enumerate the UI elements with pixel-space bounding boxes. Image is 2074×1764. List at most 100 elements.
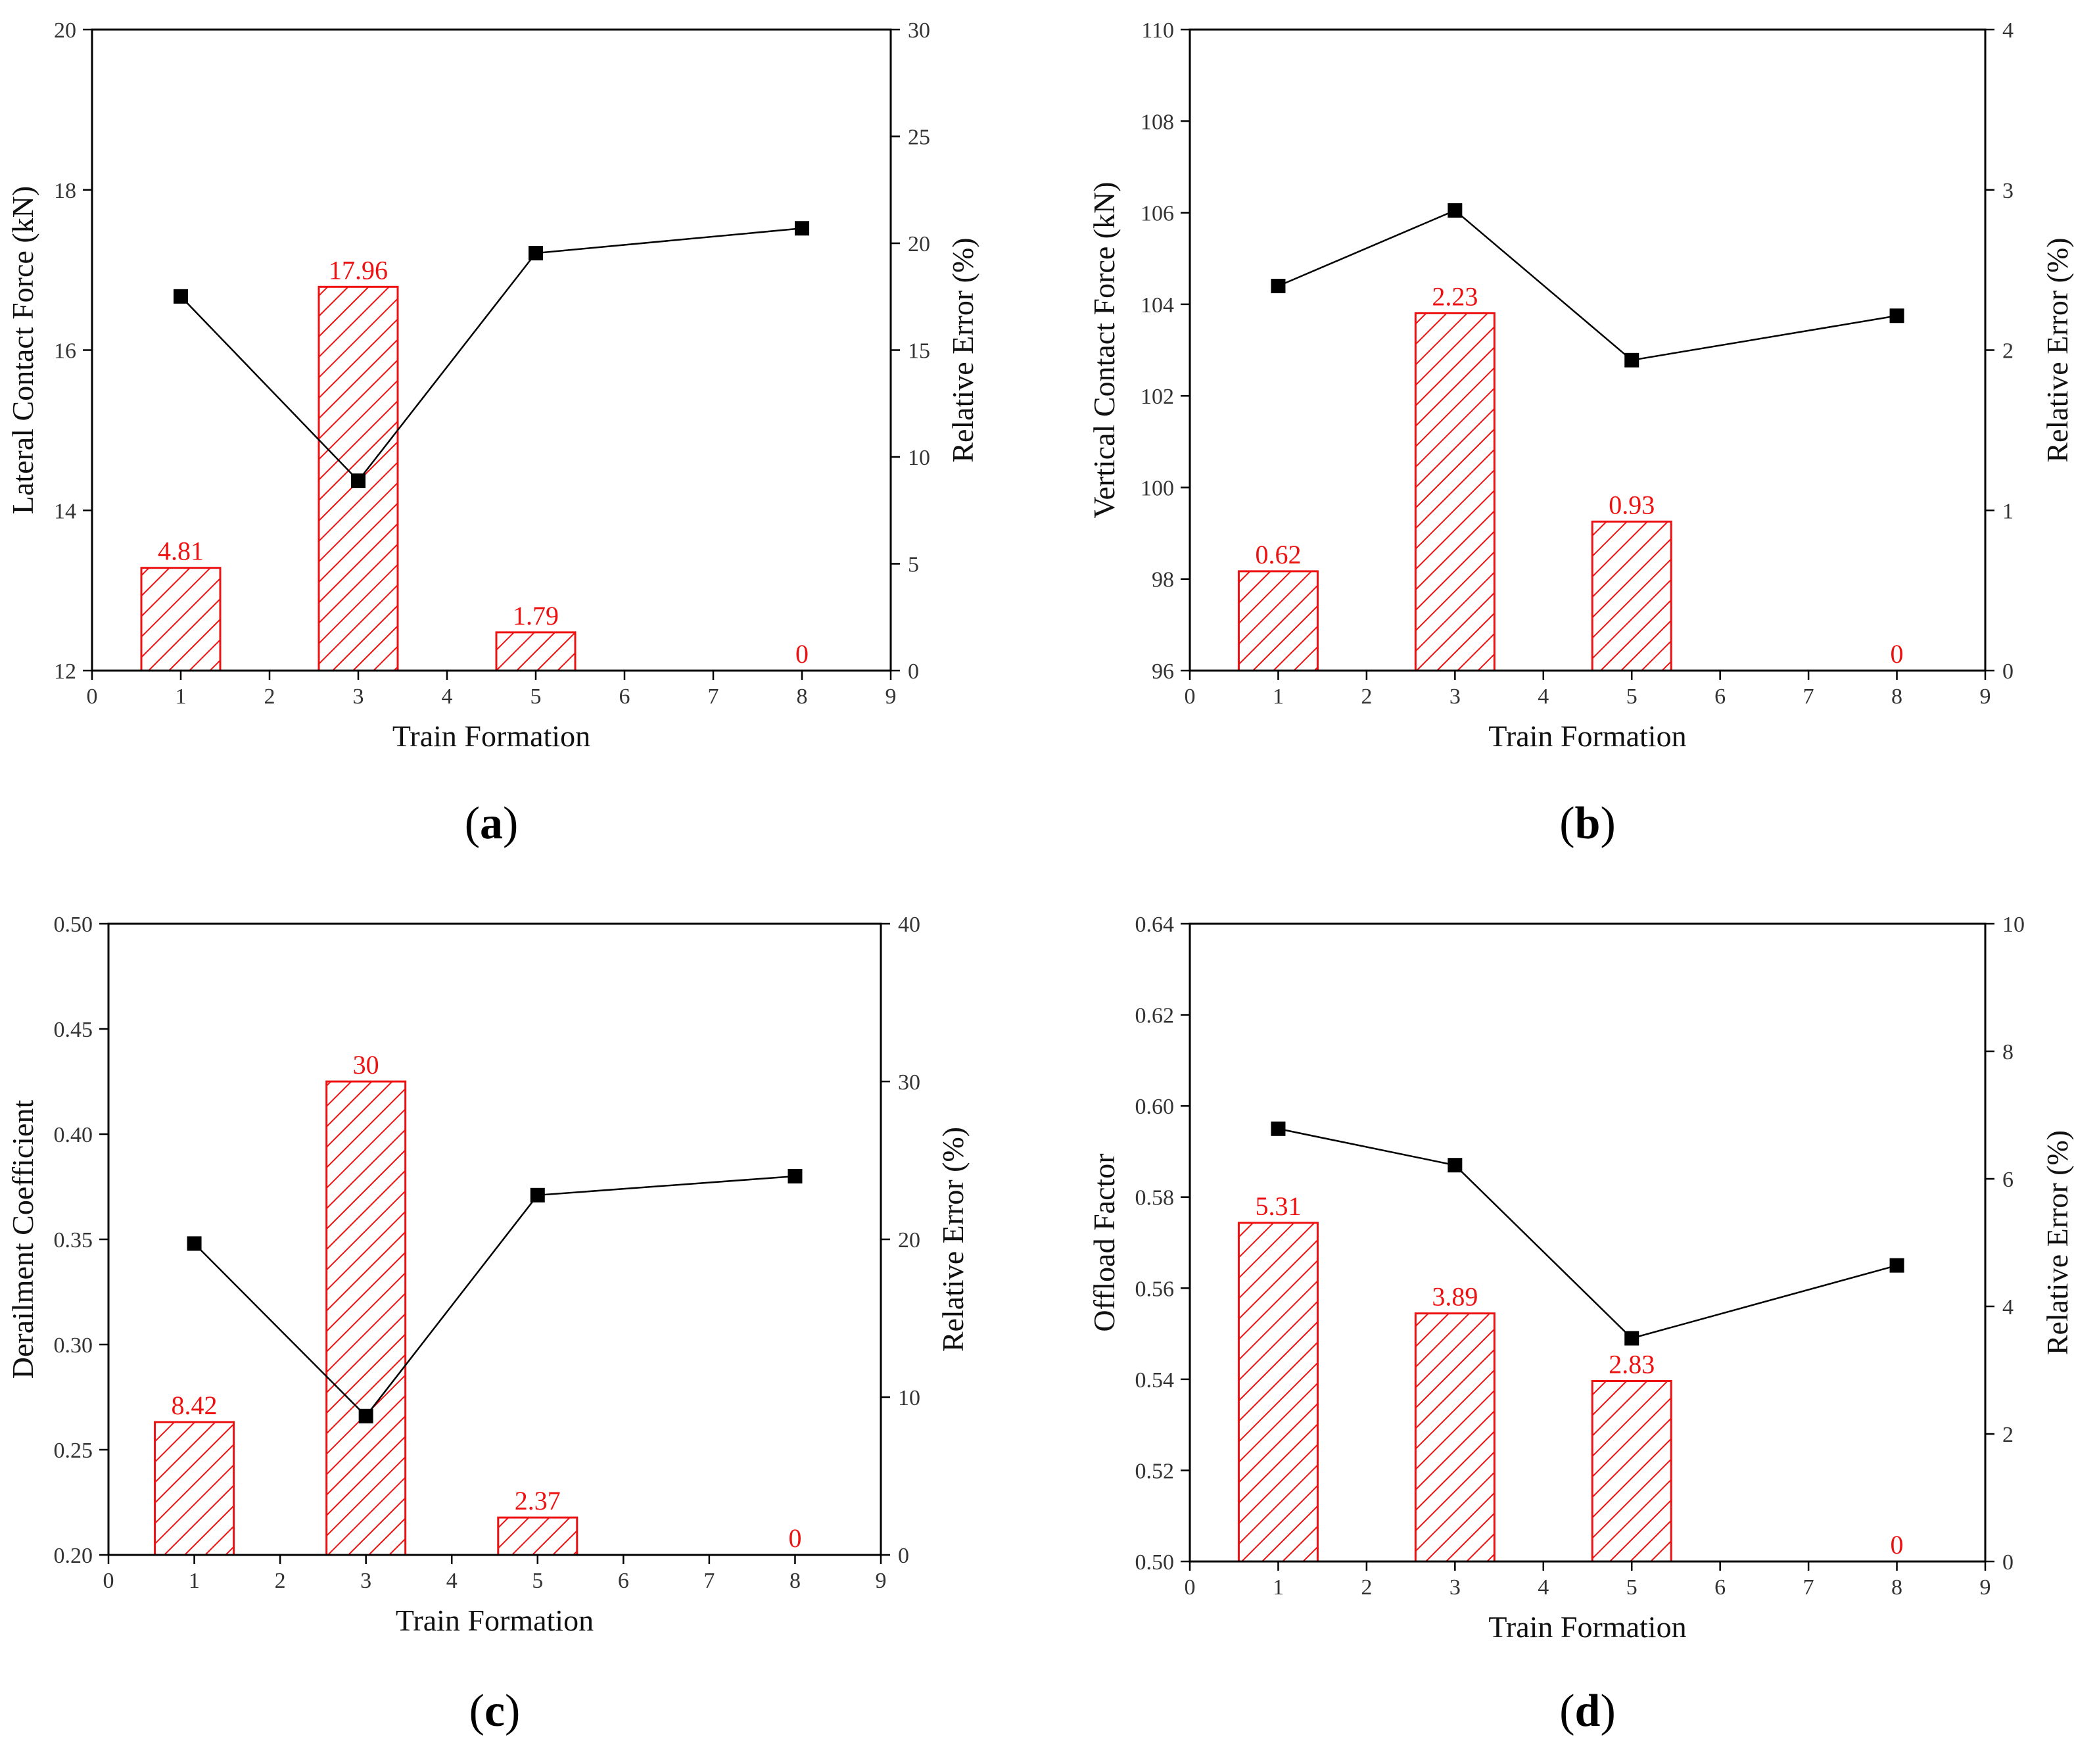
y-tick-label-c-0.45: 0.45 [54,1018,93,1042]
y-tick-label-a-18: 18 [54,179,76,203]
y-tick-label-d-0.56: 0.56 [1135,1277,1175,1301]
x-tick-label-c-8: 8 [790,1569,801,1593]
y-tick-label-a-20: 20 [54,18,76,43]
y2-tick-label-a-0: 0 [908,659,919,684]
y-tick-label-a-14: 14 [54,499,76,523]
x-tick-label-c-4: 4 [446,1569,458,1593]
x-tick-label-d-2: 2 [1361,1575,1372,1600]
y2-tick-label-d-2: 2 [2002,1423,2014,1447]
bar-a-1 [140,567,222,672]
y2-tick-label-d-6: 6 [2002,1168,2014,1192]
y-axis-title-c: Derailment Coefficient [6,1100,39,1379]
y-tick-label-d-0.58: 0.58 [1135,1186,1175,1210]
bar-label-a-3: 17.96 [329,255,388,285]
y2-axis-title-a: Relative Error (%) [946,237,979,462]
x-tick-label-b-1: 1 [1273,684,1284,709]
x-tick-label-d-4: 4 [1538,1575,1549,1600]
panel-d: 5.31 3.89 2.83 0 0 1 2 3 4 5 6 7 8 9 0.50 0.52 0.54 0.56 0… [1087,913,2074,1736]
bar-d-1 [1237,1222,1319,1563]
x-tick-label-c-0: 0 [103,1569,114,1593]
bar-c-1 [154,1421,235,1556]
line-marker-b-5 [1624,352,1639,368]
x-tick-label-a-0: 0 [87,684,98,709]
x-tick-label-b-8: 8 [1891,684,1902,709]
x-axis-title-a: Train Formation [392,719,590,753]
line-marker-c-3 [358,1408,373,1423]
y-tick-label-b-104: 104 [1141,293,1174,318]
x-tick-label-b-4: 4 [1538,684,1549,709]
x-tick-label-b-7: 7 [1803,684,1814,709]
x-tick-label-c-3: 3 [360,1569,371,1593]
panel-label-d: (d) [1559,1686,1616,1736]
line-marker-c-8 [788,1169,803,1183]
y-tick-label-c-0.40: 0.40 [54,1123,93,1147]
line-marker-d-3 [1448,1158,1463,1173]
x-tick-label-d-1: 1 [1273,1575,1284,1600]
x-tick-label-d-6: 6 [1714,1575,1726,1600]
bar-label-b-8: 0 [1891,639,1904,669]
y-tick-label-d-0.50: 0.50 [1135,1550,1175,1575]
y2-tick-label-a-15: 15 [908,339,930,364]
x-tick-label-a-9: 9 [885,684,897,709]
bar-label-b-1: 0.62 [1255,540,1301,569]
x-tick-label-c-6: 6 [618,1569,629,1593]
line-marker-a-8 [795,221,809,236]
x-tick-label-a-3: 3 [353,684,364,709]
line-marker-a-1 [174,289,188,304]
x-tick-label-b-6: 6 [1714,684,1726,709]
x-tick-label-a-5: 5 [530,684,542,709]
y-tick-label-b-98: 98 [1152,568,1174,592]
y2-tick-label-a-30: 30 [908,18,930,43]
y-tick-label-d-0.62: 0.62 [1135,1004,1175,1028]
bar-label-c-1: 8.42 [172,1391,218,1420]
line-marker-a-5 [529,246,543,261]
bar-label-d-5: 2.83 [1609,1349,1655,1379]
y-tick-label-d-0.64: 0.64 [1135,913,1175,937]
line-marker-b-8 [1889,308,1904,323]
y2-tick-label-b-1: 1 [2002,499,2014,523]
bar-a-5 [495,631,577,672]
x-tick-label-a-7: 7 [708,684,719,709]
panel-label-c: (c) [469,1686,521,1736]
line-marker-c-1 [187,1236,202,1251]
x-tick-label-c-7: 7 [703,1569,715,1593]
bar-c-3 [325,1080,407,1556]
y-tick-label-b-108: 108 [1141,110,1174,134]
x-tick-label-a-6: 6 [619,684,630,709]
bar-label-d-3: 3.89 [1432,1282,1478,1312]
line-series-c [193,1175,795,1418]
panel-c: 8.42 30 2.37 0 0 1 2 3 4 5 6 7 8 9 0.20 0.25 0.30 0.35 0.4… [6,913,970,1736]
plot-frame-d [1189,922,1987,1563]
y2-tick-label-b-3: 3 [2002,179,2014,203]
y-tick-label-c-0.20: 0.20 [54,1544,93,1568]
line-series-b [1277,209,1897,362]
x-tick-label-c-5: 5 [532,1569,543,1593]
line-marker-b-1 [1271,279,1286,293]
x-tick-label-d-5: 5 [1626,1575,1638,1600]
y-tick-label-c-0.30: 0.30 [54,1333,93,1358]
bar-d-5 [1591,1379,1672,1563]
bar-b-3 [1414,312,1496,672]
y-axis-title-a: Lateral Contact Force (kN) [6,186,39,514]
y2-axis-title-c: Relative Error (%) [936,1127,970,1352]
line-marker-d-1 [1271,1121,1286,1136]
bar-c-5 [497,1516,578,1556]
bar-b-5 [1591,520,1672,672]
y2-axis-title-d: Relative Error (%) [2040,1130,2074,1355]
y-tick-label-a-16: 16 [54,339,76,364]
x-tick-label-d-8: 8 [1891,1575,1902,1600]
x-tick-label-c-1: 1 [189,1569,200,1593]
y-tick-label-c-0.25: 0.25 [54,1439,93,1463]
y-tick-label-c-0.35: 0.35 [54,1228,93,1252]
x-tick-label-d-0: 0 [1185,1575,1196,1600]
x-tick-label-c-2: 2 [275,1569,286,1593]
y2-tick-label-d-10: 10 [2002,913,2025,937]
y2-tick-label-a-25: 25 [908,126,930,150]
y2-tick-label-a-5: 5 [908,553,919,577]
line-series-a [180,227,803,483]
bar-label-b-3: 2.23 [1432,281,1478,311]
bar-label-d-1: 5.31 [1255,1191,1301,1221]
x-tick-label-a-8: 8 [797,684,808,709]
